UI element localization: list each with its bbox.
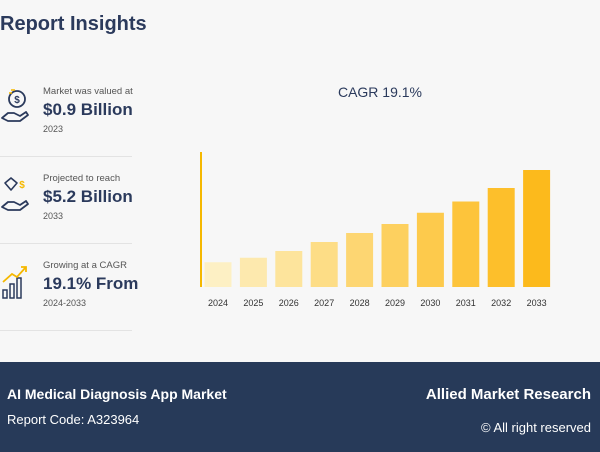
stat-label: Projected to reach <box>43 173 121 184</box>
x-tick-label: 2024 <box>208 298 228 308</box>
x-tick-label: 2030 <box>420 298 440 308</box>
diamond-money-icon: $ <box>1 177 29 211</box>
svg-text:$: $ <box>14 95 20 106</box>
svg-text:$: $ <box>19 180 25 191</box>
stat-label: Growing at a CAGR <box>43 260 127 271</box>
bar-2026 <box>275 251 303 287</box>
x-tick-label: 2028 <box>350 298 370 308</box>
bar-2024 <box>204 262 232 287</box>
bar-2033 <box>523 170 551 287</box>
stat-value: $5.2 Billion <box>43 187 133 206</box>
bar-chart: 2024 2025 2026 2027 2028 2029 2030 2031 2032 2033 <box>200 152 551 308</box>
stats-panel: $ Market was valued at $0.9 Billion 2023… <box>0 70 139 331</box>
bar-2025 <box>239 257 267 287</box>
stat-year: 2024-2033 <box>43 298 87 308</box>
market-name: AI Medical Diagnosis App Market <box>7 386 227 402</box>
bar-2028 <box>346 233 374 287</box>
stat-value: $0.9 Billion <box>43 100 133 119</box>
x-tick-label: 2026 <box>279 298 299 308</box>
x-tick-label: 2032 <box>491 298 511 308</box>
x-tick-label: 2033 <box>527 298 547 308</box>
bar-2030 <box>416 212 444 287</box>
bar-2027 <box>310 242 338 287</box>
stat-year: 2023 <box>43 124 64 134</box>
stat-value: 19.1% From <box>43 274 139 293</box>
stat-label: Market was valued at <box>43 86 133 97</box>
money-hand-icon: $ <box>1 89 29 122</box>
page-title: Report Insights <box>0 13 147 35</box>
bar-2029 <box>381 224 409 287</box>
footer: AI Medical Diagnosis App Market Report C… <box>0 362 600 452</box>
stat-cagr: Growing at a CAGR 19.1% From 2024-2033 <box>0 244 139 331</box>
chart-title: CAGR 19.1% <box>337 84 423 100</box>
growth-chart-icon <box>2 266 27 299</box>
bar-2032 <box>487 188 515 287</box>
copyright: © All right reserved <box>480 420 591 435</box>
x-tick-label: 2029 <box>385 298 405 308</box>
brand-name: Allied Market Research <box>425 386 591 403</box>
x-tick-label: 2031 <box>456 298 476 308</box>
x-tick-label: 2027 <box>314 298 334 308</box>
report-code: Report Code: A323964 <box>7 412 140 427</box>
x-tick-label: 2025 <box>243 298 263 308</box>
stat-market-value: $ Market was valued at $0.9 Billion 2023 <box>0 70 133 157</box>
stat-year: 2033 <box>43 211 64 221</box>
bar-2031 <box>452 201 480 287</box>
stat-projected-value: $ Projected to reach $5.2 Billion 2033 <box>0 157 133 244</box>
